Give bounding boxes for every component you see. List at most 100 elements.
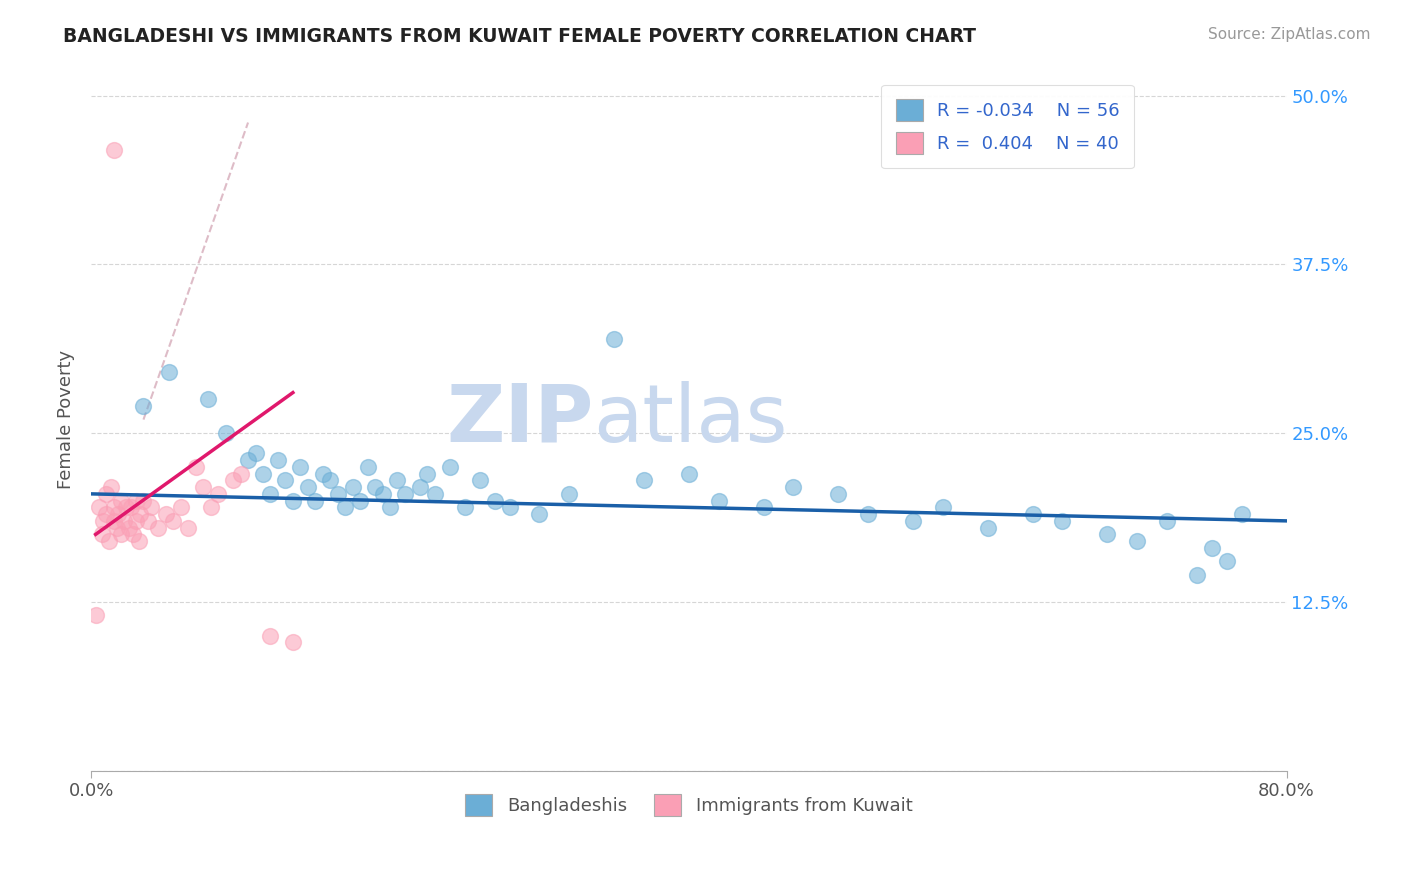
Point xyxy=(1230,507,1253,521)
Point xyxy=(259,487,281,501)
Point xyxy=(1021,507,1043,521)
Point xyxy=(752,500,775,515)
Point xyxy=(274,474,297,488)
Point xyxy=(222,474,245,488)
Point xyxy=(94,507,117,521)
Point xyxy=(177,521,200,535)
Point xyxy=(423,487,446,501)
Text: ZIP: ZIP xyxy=(446,381,593,458)
Point xyxy=(901,514,924,528)
Point xyxy=(356,459,378,474)
Point xyxy=(136,514,159,528)
Point xyxy=(170,500,193,515)
Point xyxy=(110,527,132,541)
Y-axis label: Female Poverty: Female Poverty xyxy=(58,350,75,489)
Text: BANGLADESHI VS IMMIGRANTS FROM KUWAIT FEMALE POVERTY CORRELATION CHART: BANGLADESHI VS IMMIGRANTS FROM KUWAIT FE… xyxy=(63,27,976,45)
Point xyxy=(349,493,371,508)
Point xyxy=(326,487,349,501)
Point xyxy=(87,500,110,515)
Point xyxy=(259,629,281,643)
Point xyxy=(304,493,326,508)
Point xyxy=(678,467,700,481)
Point xyxy=(1201,541,1223,555)
Legend: Bangladeshis, Immigrants from Kuwait: Bangladeshis, Immigrants from Kuwait xyxy=(457,785,921,825)
Point xyxy=(148,521,170,535)
Point xyxy=(132,399,155,413)
Point xyxy=(107,507,129,521)
Point xyxy=(103,514,125,528)
Point xyxy=(281,493,304,508)
Point xyxy=(342,480,364,494)
Point xyxy=(117,521,139,535)
Point xyxy=(335,500,357,515)
Point xyxy=(290,459,312,474)
Point xyxy=(1185,568,1208,582)
Point xyxy=(633,474,655,488)
Point xyxy=(245,446,267,460)
Point xyxy=(387,474,409,488)
Point xyxy=(932,500,955,515)
Point xyxy=(114,500,136,515)
Point xyxy=(121,500,143,515)
Point xyxy=(484,493,506,508)
Point xyxy=(378,500,401,515)
Point xyxy=(207,487,229,501)
Point xyxy=(1097,527,1119,541)
Point xyxy=(91,514,114,528)
Point xyxy=(193,480,215,494)
Point xyxy=(112,514,135,528)
Point xyxy=(236,453,259,467)
Point xyxy=(409,480,432,494)
Point xyxy=(128,534,150,549)
Point xyxy=(100,480,122,494)
Point xyxy=(977,521,1000,535)
Point xyxy=(319,474,342,488)
Point xyxy=(603,332,626,346)
Point xyxy=(707,493,730,508)
Point xyxy=(371,487,394,501)
Point xyxy=(162,514,184,528)
Point xyxy=(468,474,491,488)
Point xyxy=(364,480,387,494)
Point xyxy=(529,507,551,521)
Text: Source: ZipAtlas.com: Source: ZipAtlas.com xyxy=(1208,27,1371,42)
Point xyxy=(297,480,319,494)
Point xyxy=(84,608,107,623)
Point xyxy=(98,534,121,549)
Point xyxy=(394,487,416,501)
Point xyxy=(1126,534,1149,549)
Point xyxy=(125,514,148,528)
Point xyxy=(129,507,152,521)
Point xyxy=(1156,514,1178,528)
Point xyxy=(439,459,461,474)
Point xyxy=(856,507,879,521)
Point xyxy=(454,500,477,515)
Point xyxy=(132,493,155,508)
Point xyxy=(155,507,177,521)
Point xyxy=(1216,554,1239,568)
Point xyxy=(200,500,222,515)
Point xyxy=(214,426,236,441)
Point xyxy=(312,467,335,481)
Point xyxy=(782,480,804,494)
Point xyxy=(281,635,304,649)
Point xyxy=(267,453,290,467)
Point xyxy=(94,487,117,501)
Point xyxy=(252,467,274,481)
Point xyxy=(558,487,581,501)
Point xyxy=(498,500,520,515)
Point xyxy=(197,392,219,407)
Point xyxy=(90,527,112,541)
Point xyxy=(103,500,125,515)
Point xyxy=(157,365,180,379)
Point xyxy=(125,493,148,508)
Point xyxy=(229,467,252,481)
Point xyxy=(103,143,125,157)
Point xyxy=(1052,514,1074,528)
Point xyxy=(122,527,145,541)
Point xyxy=(110,493,132,508)
Point xyxy=(416,467,439,481)
Point xyxy=(105,521,128,535)
Point xyxy=(184,459,207,474)
Point xyxy=(139,500,162,515)
